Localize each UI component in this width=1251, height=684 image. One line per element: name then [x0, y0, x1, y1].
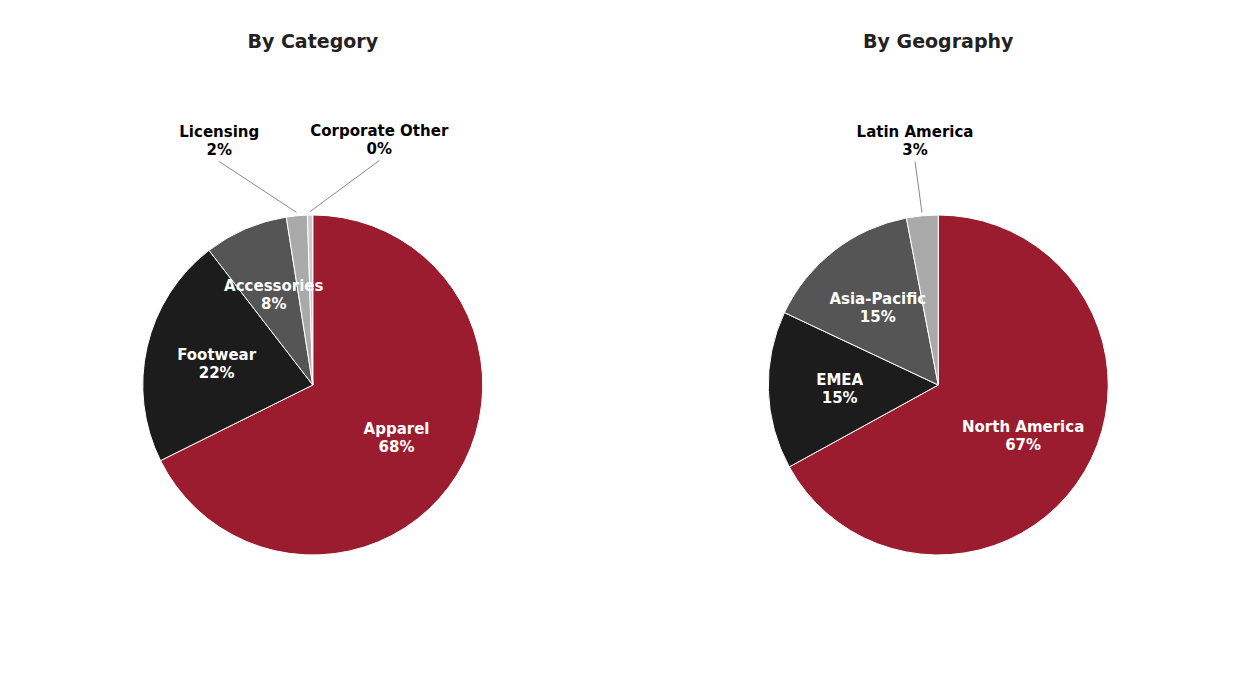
slice-label: Licensing2%	[179, 123, 259, 159]
slice-label-value: 22%	[199, 364, 235, 382]
background	[0, 0, 1251, 684]
slice-label-name: Accessories	[224, 277, 323, 295]
slice-label: EMEA15%	[816, 371, 863, 407]
slice-label-name: Licensing	[179, 123, 259, 141]
slice-label-value: 15%	[860, 308, 896, 326]
leader-line	[310, 161, 379, 212]
slice-label-value: 0%	[367, 140, 392, 158]
slice-label-name: Footwear	[177, 346, 257, 364]
slice-label: Apparel68%	[364, 420, 430, 456]
slice-label-value: 3%	[902, 141, 927, 159]
leader-line	[219, 162, 296, 213]
slice-label-value: 2%	[207, 141, 232, 159]
slice-label: Latin America3%	[857, 123, 974, 159]
pie-slice	[286, 215, 312, 385]
chart-title: By Geography	[863, 30, 1014, 52]
slice-label-value: 8%	[261, 295, 286, 313]
slices	[143, 215, 483, 555]
slice-label-value: 15%	[822, 389, 858, 407]
slice-label: Accessories8%	[224, 277, 323, 313]
slices	[768, 215, 1108, 555]
slice-label-name: Asia-Pacific	[829, 290, 926, 308]
chart-svg: By Category Apparel68% Footwear22% Accessor…	[0, 0, 1251, 684]
leader-line	[915, 162, 922, 213]
slice-label: North America67%	[962, 418, 1084, 454]
slice-labels: North America67%EMEA15%Asia-Pacific15%La…	[816, 123, 1084, 455]
slice-label-name: EMEA	[816, 371, 863, 389]
pie-panel: By Category Apparel68% Footwear22% Accessor…	[143, 30, 483, 555]
chart-root: By Category Apparel68% Footwear22% Accessor…	[0, 0, 1251, 684]
pie-panel: By GeographyNorth America67%EMEA15%Asia-…	[768, 30, 1108, 555]
chart-title: By Category	[247, 30, 378, 52]
slice-label: Asia-Pacific15%	[829, 290, 926, 326]
slice-label: Corporate Other0%	[310, 122, 449, 158]
slice-label-name: North America	[962, 418, 1084, 436]
pie-slice	[307, 215, 312, 385]
slice-label-name: Apparel	[364, 420, 430, 438]
slice-label-name: Corporate Other	[310, 122, 449, 140]
slice-labels: Apparel68% Footwear22% Accessories8% Licens…	[177, 122, 449, 456]
slice-label-value: 67%	[1005, 436, 1041, 454]
slice-label-name: Latin America	[857, 123, 974, 141]
slice-label: Footwear22%	[177, 346, 257, 382]
slice-label-value: 68%	[379, 438, 415, 456]
